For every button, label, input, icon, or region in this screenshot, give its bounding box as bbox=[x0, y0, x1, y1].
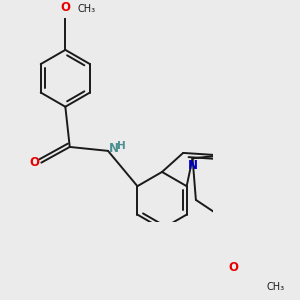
Text: O: O bbox=[29, 156, 39, 169]
Text: H: H bbox=[117, 141, 126, 151]
Text: O: O bbox=[60, 1, 70, 13]
Text: O: O bbox=[229, 262, 238, 275]
Text: CH₃: CH₃ bbox=[77, 4, 95, 14]
Text: CH₃: CH₃ bbox=[267, 282, 285, 292]
Text: N: N bbox=[109, 142, 119, 155]
Text: N: N bbox=[188, 159, 198, 172]
